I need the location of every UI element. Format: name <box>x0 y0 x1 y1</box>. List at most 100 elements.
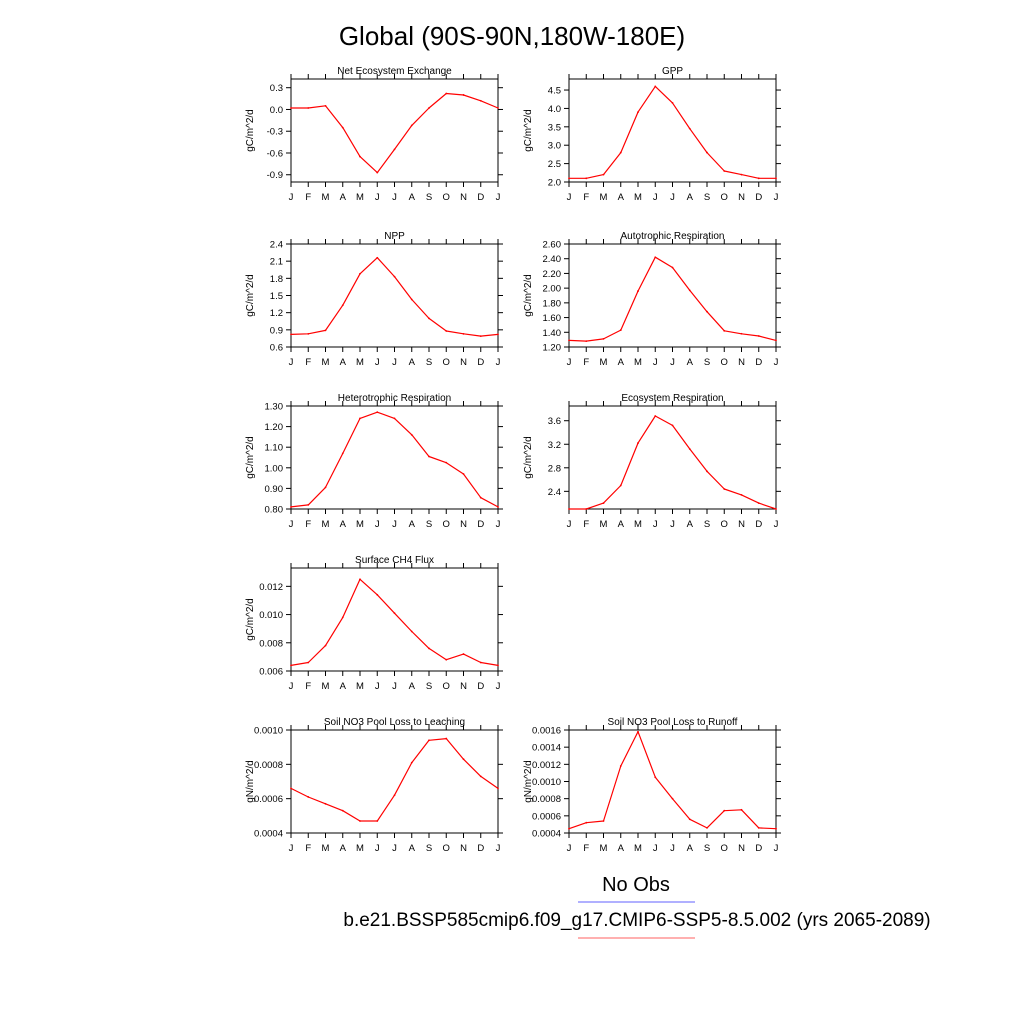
x-tick-label: J <box>375 192 380 203</box>
data-point <box>740 493 743 496</box>
x-tick-label: A <box>687 519 694 530</box>
x-tick-label: A <box>618 357 625 368</box>
y-axis-label: gC/m^2/d <box>245 598 256 641</box>
y-tick-label: 0.3 <box>270 83 283 94</box>
x-tick-label: M <box>634 843 642 854</box>
y-tick-label: 0.0004 <box>254 829 283 840</box>
data-point <box>341 126 344 129</box>
y-tick-label: 3.0 <box>548 141 561 152</box>
x-tick-label: O <box>443 843 450 854</box>
panels: Net Ecosystem Exchange gC/m^2/d -0.9 -0.6 -0… <box>245 66 781 854</box>
data-point <box>671 797 674 800</box>
y-tick-label: 1.60 <box>543 313 562 324</box>
y-tick-label: 0.006 <box>259 667 283 678</box>
data-point <box>410 761 413 764</box>
data-point <box>359 417 361 420</box>
x-tick-label: N <box>738 843 745 854</box>
y-axis-label: gN/m^2/d <box>523 760 534 803</box>
x-tick-label: O <box>443 519 450 530</box>
data-point <box>445 658 448 661</box>
data-point <box>775 827 777 830</box>
data-point <box>341 304 344 307</box>
x-tick-label: D <box>477 192 484 203</box>
data-point <box>376 171 379 174</box>
data-point <box>376 820 379 822</box>
data-point <box>671 424 674 427</box>
data-point <box>359 820 361 822</box>
data-point <box>637 290 639 292</box>
y-tick-label: 0.0006 <box>254 794 283 805</box>
y-tick-label: 0.80 <box>265 505 284 516</box>
data-point <box>568 827 570 830</box>
data-point <box>775 177 777 180</box>
data-point <box>307 107 310 109</box>
x-tick-label: J <box>670 843 675 854</box>
plot-frame <box>568 405 777 510</box>
data-point <box>428 455 430 458</box>
x-tick-label: M <box>600 843 608 854</box>
x-tick-label: A <box>340 357 347 368</box>
data-point <box>637 442 639 444</box>
data-point <box>688 127 691 130</box>
y-tick-label: 1.80 <box>543 298 562 309</box>
y-tick-label: 2.4 <box>270 240 283 251</box>
x-tick-label: N <box>460 843 467 854</box>
data-point <box>585 508 588 510</box>
x-tick-label: J <box>774 357 779 368</box>
y-tick-label: 2.20 <box>543 269 562 280</box>
y-tick-label: 0.9 <box>270 325 283 336</box>
series-line-1 <box>568 256 777 342</box>
y-axis-label: gN/m^2/d <box>245 760 256 803</box>
y-axis-label: gC/m^2/d <box>245 274 256 317</box>
y-tick-label: 1.5 <box>270 291 283 302</box>
x-tick-label: J <box>653 192 658 203</box>
y-tick-label: 0.0012 <box>532 760 561 771</box>
case-label: b.e21.BSSP585cmip6.f09_g17.CMIP6-SSP5-8.… <box>343 910 930 931</box>
x-tick-label: J <box>392 192 397 203</box>
data-point <box>393 794 396 797</box>
data-point <box>445 737 448 740</box>
x-tick-label: J <box>567 357 572 368</box>
series-line-1 <box>290 411 499 508</box>
x-tick-label: N <box>460 357 467 368</box>
x-tick-label: J <box>496 681 501 692</box>
data-point <box>688 289 691 292</box>
data-point <box>445 330 448 332</box>
y-tick-label: 0.0 <box>270 105 283 116</box>
y-tick-label: 2.1 <box>270 257 283 268</box>
data-point <box>585 821 588 824</box>
x-tick-label: D <box>477 843 484 854</box>
data-point <box>602 338 605 340</box>
data-point <box>479 99 482 102</box>
data-point <box>497 107 499 109</box>
plot-frame <box>568 729 777 834</box>
x-tick-label: D <box>755 519 762 530</box>
data-point <box>479 335 482 338</box>
data-point <box>619 484 622 487</box>
data-point <box>393 417 396 420</box>
x-tick-label: S <box>426 192 432 203</box>
x-tick-label: A <box>409 357 416 368</box>
x-tick-label: F <box>583 192 589 203</box>
x-tick-label: J <box>375 519 380 530</box>
data-point <box>462 94 465 96</box>
data-point <box>757 177 760 180</box>
x-tick-label: J <box>567 192 572 203</box>
data-point <box>410 124 413 127</box>
x-tick-label: N <box>738 357 745 368</box>
data-point <box>637 730 639 733</box>
x-tick-label: A <box>409 192 416 203</box>
data-point <box>723 329 726 332</box>
y-axis-label: gC/m^2/d <box>245 436 256 479</box>
x-tick-label: J <box>375 681 380 692</box>
x-tick-label: A <box>340 519 347 530</box>
plot-frame <box>290 78 499 183</box>
data-point <box>359 578 361 581</box>
y-tick-label: 1.30 <box>265 402 284 413</box>
y-tick-label: 1.8 <box>270 274 283 285</box>
x-tick-label: M <box>600 357 608 368</box>
data-point <box>359 272 361 275</box>
data-point <box>619 765 622 767</box>
